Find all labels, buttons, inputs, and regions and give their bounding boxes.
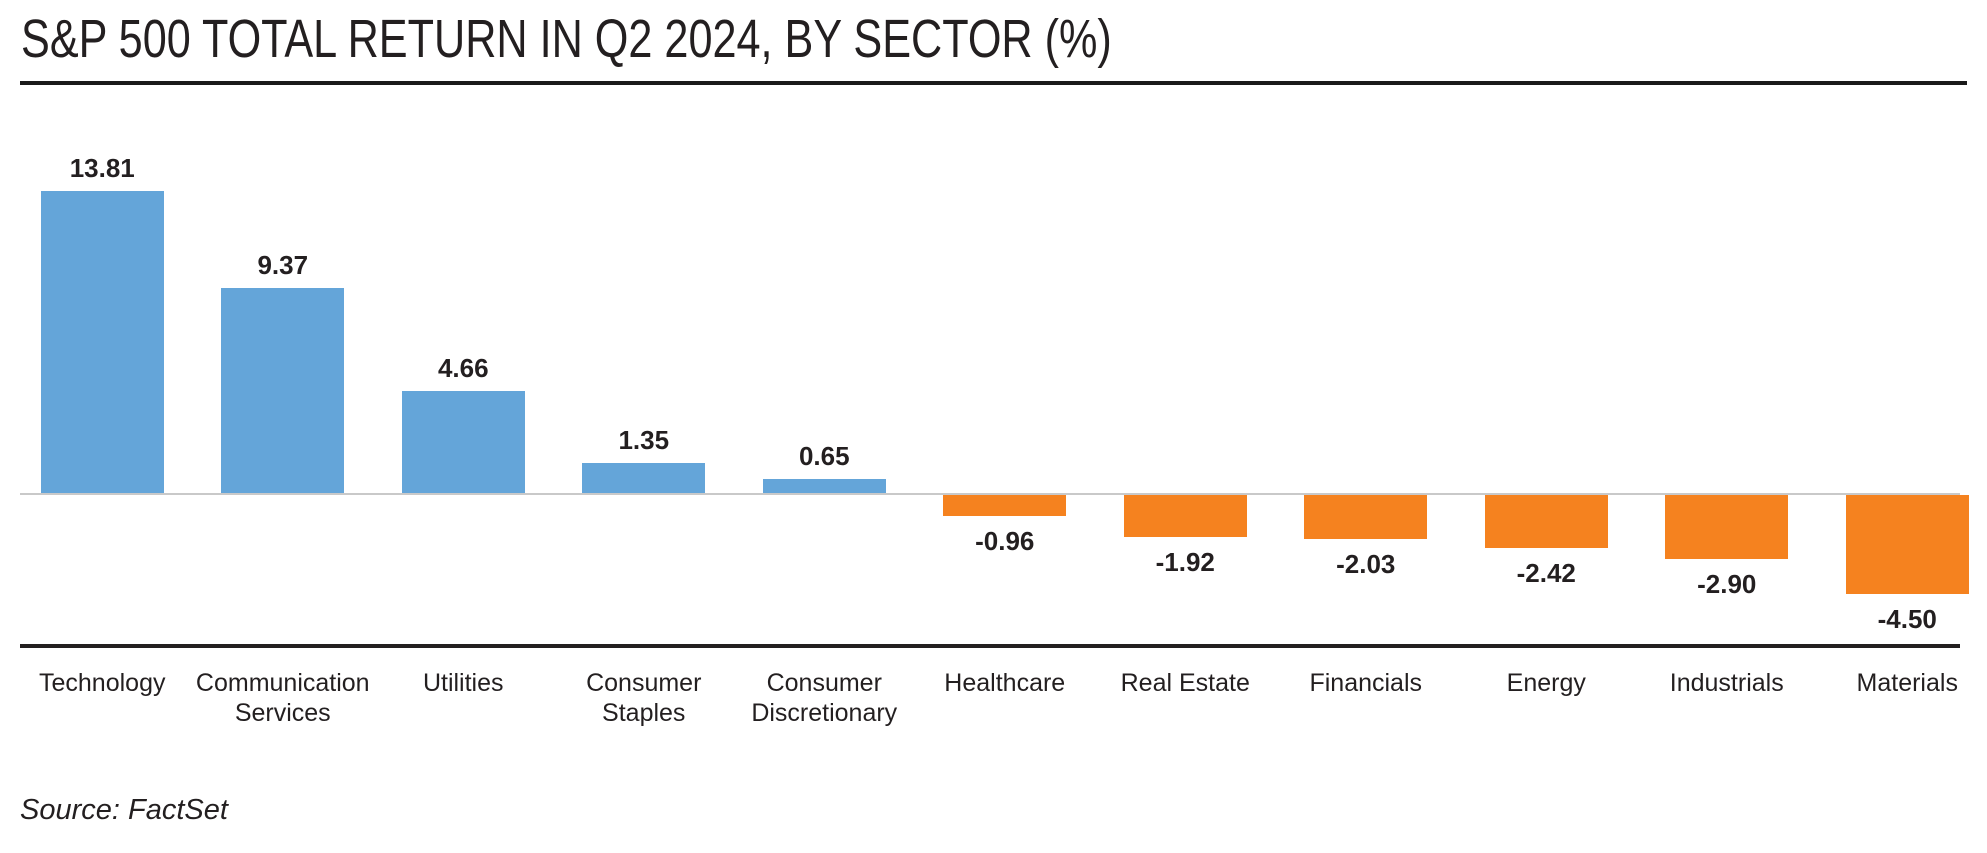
- bar-real-estate: [1123, 495, 1247, 538]
- value-label-financials: -2.03: [1336, 549, 1396, 580]
- value-label-materials: -4.50: [1877, 603, 1937, 634]
- value-label-energy: -2.42: [1516, 557, 1576, 588]
- bar-technology: [40, 190, 164, 493]
- value-label-communication-services: 9.37: [257, 249, 309, 280]
- value-label-industrials: -2.90: [1697, 568, 1757, 599]
- category-label-healthcare: Healthcare: [944, 669, 1066, 697]
- source-note: Source: FactSet: [20, 794, 228, 826]
- category-label-consumer-staples: Consumer Staples: [586, 669, 702, 727]
- x-axis-line: [20, 644, 1960, 648]
- chart-title: S&P 500 TOTAL RETURN IN Q2 2024, BY SECT…: [21, 9, 1112, 69]
- bar-energy: [1484, 495, 1608, 548]
- category-label-industrials: Industrials: [1669, 669, 1784, 697]
- bar-materials: [1845, 495, 1969, 594]
- category-label-materials: Materials: [1856, 669, 1958, 697]
- bar-communication-services: [221, 287, 345, 493]
- value-label-real-estate: -1.92: [1155, 547, 1215, 578]
- value-label-consumer-staples: 1.35: [618, 425, 670, 456]
- category-label-technology: Technology: [39, 669, 166, 697]
- category-label-consumer-discretionary: Consumer Discretionary: [751, 669, 898, 727]
- bar-healthcare: [943, 495, 1067, 517]
- value-label-technology: 13.81: [69, 152, 135, 183]
- category-label-energy: Energy: [1506, 669, 1586, 697]
- value-label-utilities: 4.66: [437, 352, 489, 383]
- bar-utilities: [401, 390, 525, 493]
- category-label-utilities: Utilities: [422, 669, 504, 697]
- zero-baseline: [20, 493, 1960, 495]
- bar-consumer-discretionary: [762, 478, 886, 493]
- category-label-real-estate: Real Estate: [1120, 669, 1250, 697]
- bar-financials: [1304, 495, 1428, 540]
- title-rule: [20, 81, 1967, 85]
- category-label-financials: Financials: [1309, 669, 1423, 697]
- bar-consumer-staples: [582, 463, 706, 493]
- category-label-communication-services: Communication Services: [195, 669, 370, 727]
- bar-industrials: [1665, 495, 1789, 559]
- value-label-consumer-discretionary: 0.65: [798, 440, 850, 471]
- value-label-healthcare: -0.96: [975, 526, 1035, 557]
